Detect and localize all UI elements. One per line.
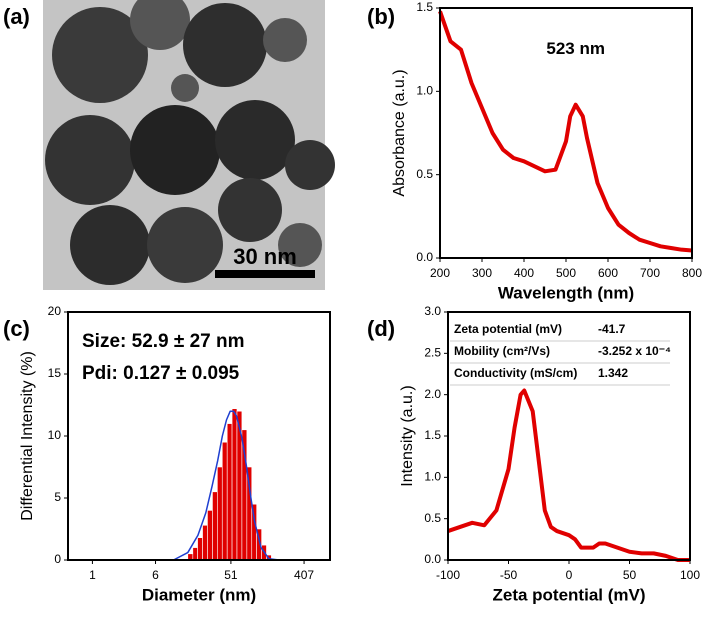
- x-tick-label: 407: [294, 568, 314, 582]
- x-tick-label: 100: [680, 568, 700, 582]
- y-tick-label: 0: [54, 552, 61, 566]
- x-tick-label: -100: [436, 568, 460, 582]
- y-tick-label: 0.5: [424, 511, 441, 525]
- x-tick-label: 500: [556, 266, 576, 280]
- panel-label: (d): [367, 316, 395, 341]
- y-axis-label: Intensity (a.u.): [399, 385, 416, 486]
- plot-frame: [439, 7, 693, 259]
- panel-label: (a): [3, 4, 30, 29]
- panel-label: (b): [367, 4, 395, 29]
- y-tick-label: 2.0: [424, 387, 441, 401]
- y-tick-label: 1.0: [424, 470, 441, 484]
- y-axis-label: Differential Intensity (%): [19, 351, 36, 521]
- tem-image: 30 nm: [43, 0, 335, 290]
- x-tick-label: 0: [566, 568, 573, 582]
- plot-frame: [67, 311, 331, 561]
- bar: [192, 547, 198, 561]
- y-tick-label: 10: [48, 428, 62, 442]
- x-tick-label: 800: [682, 266, 702, 280]
- y-tick-label: 20: [48, 304, 62, 318]
- table-cell: Conductivity (mS/cm): [454, 366, 577, 380]
- plot-frame: [447, 311, 691, 561]
- line: [438, 10, 693, 253]
- scale-bar-label: 30 nm: [233, 244, 297, 269]
- bar: [221, 441, 228, 561]
- x-tick-label: 200: [430, 266, 450, 280]
- y-tick-label: 1.5: [416, 0, 433, 14]
- x-axis-label: Diameter (nm): [142, 585, 256, 604]
- y-tick-label: 1.0: [416, 84, 433, 98]
- x-tick-label: 400: [514, 266, 534, 280]
- y-tick-label: 15: [48, 366, 62, 380]
- fit-line: [173, 410, 280, 561]
- bar: [212, 491, 218, 561]
- x-tick-label: 1: [89, 568, 96, 582]
- x-tick-label: 50: [623, 568, 637, 582]
- annotation: Pdi: 0.127 ± 0.095: [82, 363, 240, 384]
- annotation: Size: 52.9 ± 27 nm: [82, 331, 245, 352]
- table-cell: Zeta potential (mV): [454, 322, 562, 336]
- table-cell: -41.7: [598, 322, 626, 336]
- y-tick-label: 2.5: [424, 346, 441, 360]
- x-tick-label: 6: [152, 568, 159, 582]
- y-tick-label: 0.5: [416, 167, 433, 181]
- bar: [231, 408, 238, 561]
- y-tick-label: 1.5: [424, 428, 441, 442]
- x-tick-label: 600: [598, 266, 618, 280]
- bar: [197, 537, 203, 561]
- table-cell: 1.342: [598, 366, 628, 380]
- bar: [246, 466, 253, 561]
- table-cell: -3.252 x 10⁻⁴: [598, 344, 671, 358]
- bar: [226, 423, 233, 561]
- x-axis-label: Zeta potential (mV): [492, 585, 645, 604]
- y-axis-label: Absorbance (a.u.): [391, 69, 408, 196]
- y-tick-label: 0.0: [416, 250, 433, 264]
- table-cell: Mobility (cm²/Vs): [454, 344, 550, 358]
- y-tick-label: 3.0: [424, 304, 441, 318]
- bar: [202, 524, 208, 561]
- x-axis-label: Wavelength (nm): [498, 283, 634, 302]
- y-tick-label: 5: [54, 490, 61, 504]
- panel-label: (c): [3, 316, 30, 341]
- x-tick-label: 300: [472, 266, 492, 280]
- bar: [207, 510, 213, 561]
- x-tick-label: 700: [640, 266, 660, 280]
- annotation: 523 nm: [546, 39, 605, 58]
- y-tick-label: 0.0: [424, 552, 441, 566]
- x-tick-label: -50: [500, 568, 518, 582]
- line: [447, 388, 690, 562]
- bar: [217, 466, 223, 561]
- x-tick-label: 51: [224, 568, 238, 582]
